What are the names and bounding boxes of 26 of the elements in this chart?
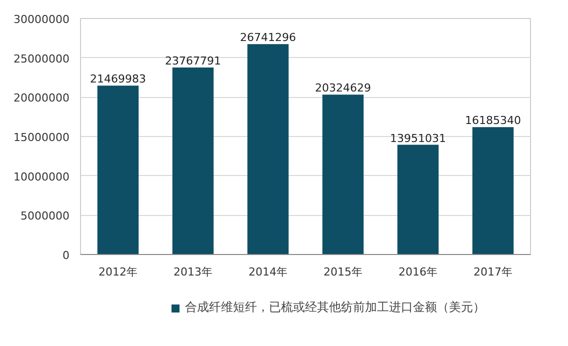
bar [397, 144, 439, 254]
x-tick-label: 2017年 [474, 266, 513, 278]
data-label: 23767791 [165, 54, 222, 68]
bar [472, 127, 514, 254]
bar [97, 86, 139, 254]
y-tick-label: 15000000 [14, 131, 70, 144]
y-tick-label: 25000000 [14, 52, 70, 66]
y-tick-label: 10000000 [14, 170, 70, 184]
x-tick-label: 2016年 [398, 266, 438, 278]
x-tick-label: 2012年 [98, 266, 138, 278]
data-label: 26741296 [240, 31, 296, 44]
bar [172, 68, 214, 254]
x-tick-label: 2015年 [324, 266, 363, 278]
legend-label: 合成纤维短纤，已梳或经其他纺前加工进口金额（美元） [185, 299, 485, 316]
data-label: 16185340 [465, 114, 522, 128]
bar [247, 44, 289, 254]
y-tick-label: 0 [62, 249, 70, 262]
x-tick-label: 2013年 [174, 266, 213, 278]
bar [322, 94, 364, 254]
data-label: 20324629 [315, 82, 372, 95]
y-tick-label: 5000000 [20, 210, 70, 223]
y-tick-label: 30000000 [14, 13, 70, 26]
data-label: 21469983 [90, 72, 146, 86]
data-label: 13951031 [390, 132, 446, 145]
y-tick-label: 20000000 [14, 92, 70, 105]
x-tick-label: 2014年 [248, 266, 288, 278]
